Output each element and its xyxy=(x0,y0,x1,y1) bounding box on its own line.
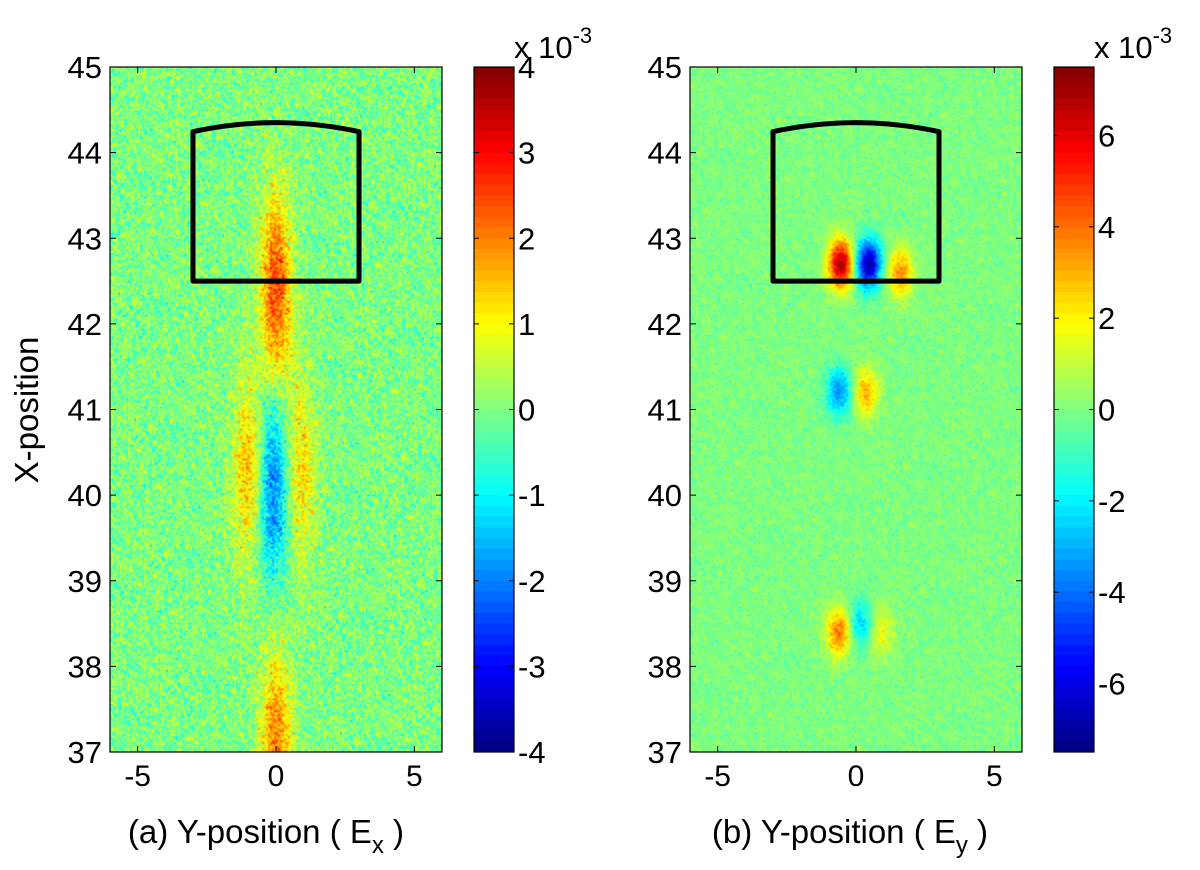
y-tick-label: 38 xyxy=(68,649,102,684)
colorbar-axes-b: -6 -4 -2 0 2 4 6 xyxy=(1054,119,1126,702)
outline-box-a xyxy=(190,120,362,284)
colorbar-tick-label: -3 xyxy=(518,649,546,684)
y-tick-label: 41 xyxy=(68,393,102,428)
y-tick-label: 44 xyxy=(68,136,102,171)
y-tick-label: 41 xyxy=(648,393,682,428)
colorbar-b xyxy=(1054,67,1094,752)
colorbar-tick-label: -2 xyxy=(518,564,546,599)
x-tick-label: -5 xyxy=(124,760,151,793)
colorbar-tick-label: 0 xyxy=(518,393,535,428)
axes-b: -5 0 5 37 38 39 40 41 42 43 44 45 xyxy=(648,50,1022,793)
colorbar-tick-label: 3 xyxy=(518,136,535,171)
xlabel-b: (b) Y-position ( Ey ) xyxy=(712,813,988,859)
colorbar-tick-label: 4 xyxy=(1098,210,1115,245)
y-tick-label: 43 xyxy=(648,221,682,256)
y-tick-label: 45 xyxy=(68,50,102,85)
colorbar-tick-label: -2 xyxy=(1098,484,1126,519)
colorbar-tick-label: 1 xyxy=(518,307,535,342)
colorbar-tick-label: 2 xyxy=(1098,301,1115,336)
colorbar-tick-label: -4 xyxy=(518,735,546,770)
colorbar-tick-label: -6 xyxy=(1098,667,1126,702)
y-tick-label: 45 xyxy=(648,50,682,85)
y-tick-label: 44 xyxy=(648,136,682,171)
y-tick-label: 37 xyxy=(648,735,682,770)
x-tick-label: -5 xyxy=(704,760,731,793)
heatmap-b xyxy=(690,67,1022,752)
heatmap-a xyxy=(110,67,442,752)
y-tick-label: 39 xyxy=(648,564,682,599)
y-tick-label: 40 xyxy=(648,478,682,513)
outline-box-b xyxy=(770,120,942,284)
y-tick-label: 37 xyxy=(68,735,102,770)
colorbar-a xyxy=(474,67,514,752)
y-tick-label: 39 xyxy=(68,564,102,599)
y-tick-label: 43 xyxy=(68,221,102,256)
colorbar-tick-label: 2 xyxy=(518,221,535,256)
colorbar-exponent-a: x 10-3 xyxy=(514,23,592,65)
colorbar-tick-label: 4 xyxy=(518,50,535,85)
colorbar-tick-label: 6 xyxy=(1098,119,1115,154)
y-tick-label: 42 xyxy=(648,307,682,342)
x-tick-label: 5 xyxy=(986,760,1003,793)
y-tick-label: 38 xyxy=(648,649,682,684)
y-tick-label: 40 xyxy=(68,478,102,513)
colorbar-axes-a: -4 -3 -2 -1 0 1 2 3 4 xyxy=(474,50,546,770)
axes-a: -5 0 5 37 38 39 40 41 42 43 44 45 xyxy=(68,50,442,793)
colorbar-tick-label: -4 xyxy=(1098,575,1126,610)
x-tick-label: 5 xyxy=(406,760,423,793)
ylabel-a: X-position xyxy=(8,337,45,484)
colorbar-tick-label: -1 xyxy=(518,478,546,513)
x-tick-label: 0 xyxy=(268,760,285,793)
y-tick-label: 42 xyxy=(68,307,102,342)
colorbar-exponent-b: x 10-3 xyxy=(1094,23,1172,65)
xlabel-a: (a) Y-position ( Ex ) xyxy=(128,813,404,859)
x-tick-label: 0 xyxy=(848,760,865,793)
colorbar-tick-label: 0 xyxy=(1098,393,1115,428)
